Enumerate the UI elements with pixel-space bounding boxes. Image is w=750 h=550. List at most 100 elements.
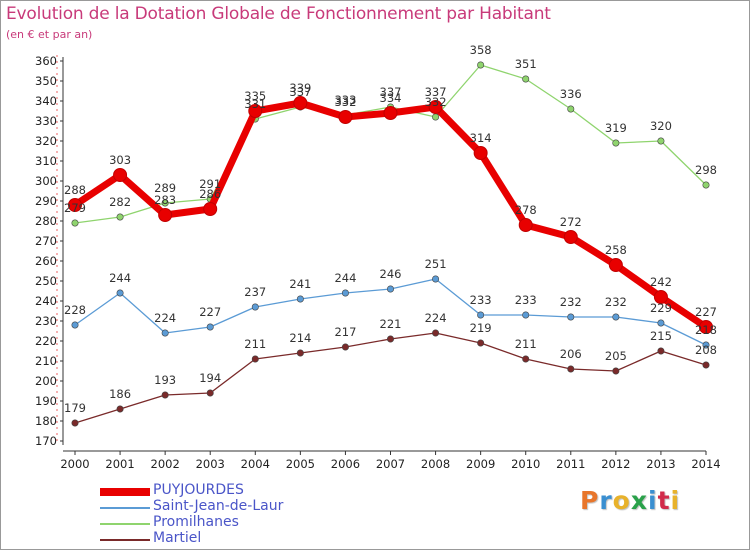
data-point-martiel (477, 339, 485, 347)
data-label-promilhanes: 337 (380, 85, 402, 99)
x-tick-label: 2012 (601, 457, 630, 471)
data-point-promilhanes (116, 213, 124, 221)
data-label-promilhanes: 336 (560, 87, 582, 101)
data-point-saint-jean-de-laur (161, 329, 169, 337)
data-point-saint-jean-de-laur (251, 303, 259, 311)
proxiti-logo: Proxiti (580, 486, 681, 515)
data-point-martiel (161, 391, 169, 399)
data-point-saint-jean-de-laur (612, 313, 620, 321)
data-label-puyjourdes: 283 (154, 193, 176, 207)
data-label-promilhanes: 279 (64, 201, 86, 215)
data-point-martiel (251, 355, 259, 363)
x-tick-label: 2006 (331, 457, 360, 471)
data-label-puyjourdes: 242 (650, 275, 672, 289)
data-label-promilhanes: 320 (650, 119, 672, 133)
y-tick-label: 330 (35, 114, 57, 128)
y-tick-label: 260 (35, 254, 57, 268)
y-tick-label: 170 (35, 434, 57, 448)
data-point-saint-jean-de-laur (657, 319, 665, 327)
data-point-promilhanes (657, 137, 665, 145)
data-point-puyjourdes (338, 110, 353, 124)
data-point-puyjourdes (248, 104, 263, 118)
data-point-puyjourdes (608, 258, 623, 272)
data-point-saint-jean-de-laur (386, 285, 394, 293)
data-label-martiel: 221 (380, 317, 402, 331)
data-point-promilhanes (432, 113, 440, 121)
legend-label: Martiel (153, 530, 202, 546)
data-label-saint-jean-de-laur: 233 (470, 293, 492, 307)
data-point-puyjourdes (158, 208, 173, 222)
y-tick-label: 180 (35, 414, 57, 428)
data-label-puyjourdes: 314 (470, 131, 492, 145)
data-point-saint-jean-de-laur (116, 289, 124, 297)
data-label-promilhanes: 358 (470, 43, 492, 57)
data-point-puyjourdes (563, 230, 578, 244)
data-point-puyjourdes (68, 198, 82, 212)
data-label-saint-jean-de-laur: 228 (64, 303, 86, 317)
data-point-puyjourdes (653, 290, 668, 304)
data-label-promilhanes: 332 (425, 95, 447, 109)
data-point-puyjourdes (473, 146, 488, 160)
data-point-promilhanes (71, 219, 79, 227)
y-tick-label: 350 (35, 74, 57, 88)
data-point-puyjourdes (383, 106, 398, 120)
data-point-martiel (206, 389, 214, 397)
legend-swatch (100, 539, 150, 541)
data-point-martiel (71, 419, 79, 427)
data-point-saint-jean-de-laur (296, 295, 304, 303)
x-tick-label: 2011 (556, 457, 585, 471)
data-label-martiel: 217 (334, 325, 356, 339)
data-point-saint-jean-de-laur (206, 323, 214, 331)
data-point-puyjourdes (699, 320, 713, 334)
data-label-puyjourdes: 288 (64, 183, 86, 197)
x-tick-label: 2002 (151, 457, 180, 471)
x-tick-label: 2014 (691, 457, 720, 471)
data-point-saint-jean-de-laur (341, 289, 349, 297)
data-point-promilhanes (522, 75, 530, 83)
data-label-saint-jean-de-laur: 244 (109, 271, 131, 285)
data-label-promilhanes: 298 (695, 163, 717, 177)
y-tick-label: 220 (35, 334, 57, 348)
data-label-martiel: 193 (154, 373, 176, 387)
data-point-puyjourdes (113, 168, 128, 182)
y-tick-label: 270 (35, 234, 57, 248)
data-label-martiel: 179 (64, 401, 86, 415)
data-label-puyjourdes: 337 (425, 85, 447, 99)
data-point-saint-jean-de-laur (522, 311, 530, 319)
x-tick-label: 2005 (286, 457, 315, 471)
data-label-martiel: 208 (695, 343, 717, 357)
data-point-martiel (657, 347, 665, 355)
y-tick-label: 300 (35, 174, 57, 188)
data-point-saint-jean-de-laur (567, 313, 575, 321)
y-tick-label: 290 (35, 194, 57, 208)
data-label-saint-jean-de-laur: 227 (199, 305, 221, 319)
data-label-martiel: 224 (425, 311, 447, 325)
data-label-martiel: 206 (560, 347, 582, 361)
y-tick-label: 280 (35, 214, 57, 228)
data-label-puyjourdes: 339 (289, 81, 311, 95)
data-point-martiel (522, 355, 530, 363)
data-label-martiel: 219 (470, 321, 492, 335)
data-label-puyjourdes: 334 (380, 91, 402, 105)
x-tick-label: 2007 (376, 457, 405, 471)
data-point-martiel (296, 349, 304, 357)
data-label-saint-jean-de-laur: 241 (289, 277, 311, 291)
y-tick-label: 200 (35, 374, 57, 388)
data-point-puyjourdes (293, 96, 308, 110)
data-label-saint-jean-de-laur: 229 (650, 301, 672, 315)
data-point-martiel (432, 329, 440, 337)
data-label-saint-jean-de-laur: 232 (560, 295, 582, 309)
data-label-promilhanes: 289 (154, 181, 176, 195)
chart-title: Evolution de la Dotation Globale de Fonc… (6, 4, 551, 24)
data-label-puyjourdes: 227 (695, 305, 717, 319)
series-layer (68, 61, 713, 427)
data-label-martiel: 211 (244, 337, 266, 351)
data-label-saint-jean-de-laur: 224 (154, 311, 176, 325)
data-label-martiel: 214 (289, 331, 311, 345)
data-label-saint-jean-de-laur: 237 (244, 285, 266, 299)
x-tick-label: 2013 (646, 457, 675, 471)
data-point-promilhanes (612, 139, 620, 147)
data-label-saint-jean-de-laur: 233 (515, 293, 537, 307)
data-label-puyjourdes: 332 (334, 95, 356, 109)
data-label-puyjourdes: 303 (109, 153, 131, 167)
